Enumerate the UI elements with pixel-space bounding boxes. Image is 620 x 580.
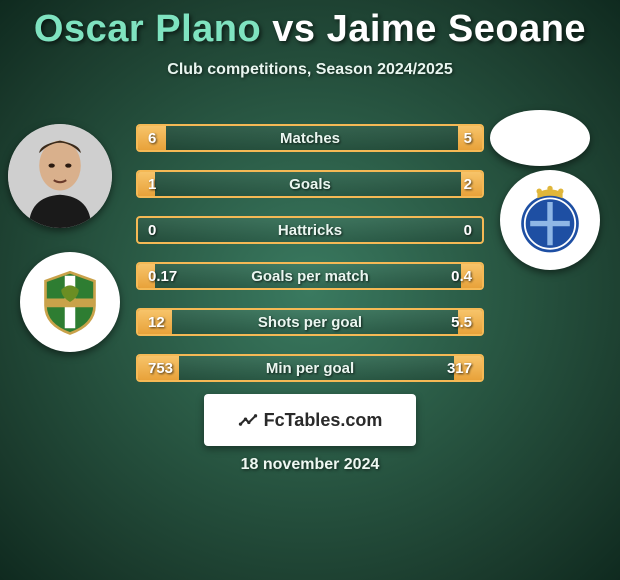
stat-label: Min per goal [208, 360, 412, 377]
stat-row: 1Goals2 [136, 170, 484, 198]
elche-badge-icon [35, 267, 105, 337]
stat-label: Goals [208, 176, 412, 193]
stat-row: 0.17Goals per match0.4 [136, 262, 484, 290]
player2-name: Jaime Seoane [327, 8, 586, 50]
player1-avatar [8, 124, 112, 228]
fctables-branding: FcTables.com [204, 394, 416, 446]
player1-club-badge [20, 252, 120, 352]
date: 18 november 2024 [0, 456, 620, 474]
chart-icon [238, 410, 258, 430]
branding-text: FcTables.com [264, 410, 383, 431]
player1-name: Oscar Plano [34, 8, 261, 50]
stat-value-right: 0.4 [412, 268, 482, 285]
stats-table: 6Matches5 1Goals2 0Hattricks0 0.17Goals per… [136, 124, 484, 400]
stat-value-right: 0 [412, 222, 482, 239]
stat-row: 0Hattricks0 [136, 216, 484, 244]
stat-row: 6Matches5 [136, 124, 484, 152]
stat-value-right: 317 [412, 360, 482, 377]
stat-label: Shots per goal [208, 314, 412, 331]
stat-value-right: 5 [412, 130, 482, 147]
player2-avatar [490, 110, 590, 166]
stat-value-left: 753 [138, 360, 208, 377]
stat-value-left: 0.17 [138, 268, 208, 285]
stat-label: Goals per match [208, 268, 412, 285]
stat-value-left: 6 [138, 130, 208, 147]
player2-club-badge [500, 170, 600, 270]
stat-row: 753Min per goal317 [136, 354, 484, 382]
stat-value-right: 2 [412, 176, 482, 193]
stat-value-left: 12 [138, 314, 208, 331]
stat-label: Hattricks [208, 222, 412, 239]
stat-value-left: 1 [138, 176, 208, 193]
stat-label: Matches [208, 130, 412, 147]
stat-row: 12Shots per goal5.5 [136, 308, 484, 336]
stat-value-right: 5.5 [412, 314, 482, 331]
stat-value-left: 0 [138, 222, 208, 239]
vs-label: vs [272, 8, 315, 50]
comparison-title: Oscar Plano vs Jaime Seoane [0, 0, 620, 51]
real-oviedo-badge-icon [514, 184, 586, 256]
subtitle: Club competitions, Season 2024/2025 [0, 61, 620, 79]
